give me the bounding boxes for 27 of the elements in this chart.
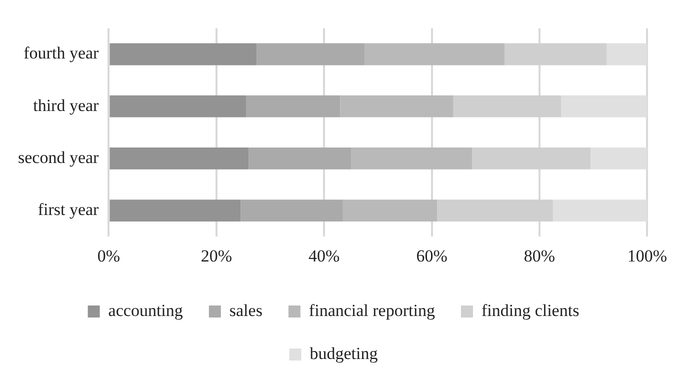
x-tick-label: 40% (308, 246, 340, 266)
bar (342, 200, 438, 222)
y-tick-label: fourth year (24, 44, 100, 63)
legend-label: budgeting (310, 344, 378, 363)
y-tick-label: second year (18, 148, 100, 167)
y-tick-label: first year (38, 200, 100, 220)
legend-label: accounting (108, 300, 184, 320)
bar (248, 148, 352, 170)
bar (110, 95, 246, 118)
x-tick-label: 20% (200, 246, 232, 266)
y-tick-label: third year (33, 96, 100, 115)
x-tick-label: 100% (627, 246, 668, 266)
legend-label: financial reporting (308, 300, 436, 320)
bar (256, 43, 364, 66)
bar (340, 95, 454, 118)
legend-label: finding clients (481, 300, 580, 320)
bar (246, 95, 340, 118)
x-tick-label: 60% (416, 246, 448, 266)
x-tick-label: 0% (97, 246, 120, 266)
bar (110, 200, 241, 222)
bar (110, 43, 257, 66)
bar (364, 43, 504, 66)
bar (351, 148, 472, 170)
bar (240, 200, 343, 222)
x-tick-label: 80% (524, 246, 556, 266)
legend-label: sales (229, 300, 262, 320)
bar (110, 148, 249, 170)
